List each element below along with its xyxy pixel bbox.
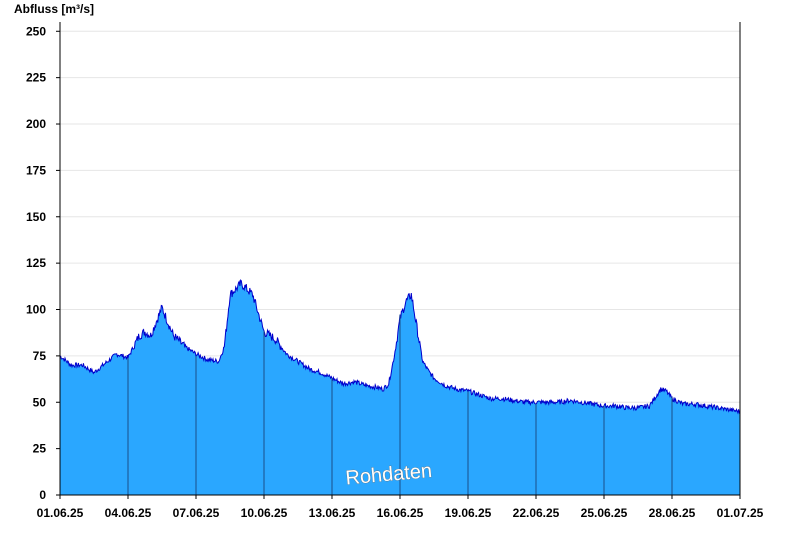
- y-tick-label: 250: [26, 24, 46, 38]
- y-axis-ticks: 0 25 50 75 100 125 150 175 200 225 250: [26, 24, 60, 502]
- x-tick-label: 01.07.25: [717, 506, 764, 520]
- y-tick-label: 225: [26, 71, 46, 85]
- x-tick-label: 19.06.25: [445, 506, 492, 520]
- x-tick-label: 16.06.25: [377, 506, 424, 520]
- x-tick-label: 25.06.25: [581, 506, 628, 520]
- x-tick-label: 01.06.25: [37, 506, 84, 520]
- x-tick-label: 13.06.25: [309, 506, 356, 520]
- x-tick-label: 04.06.25: [105, 506, 152, 520]
- discharge-line: [59, 279, 741, 415]
- x-axis-ticks: 01.06.25 04.06.25 07.06.25 10.06.25 13.06.25…: [37, 495, 764, 520]
- x-tick-label: 22.06.25: [513, 506, 560, 520]
- y-axis-title: Abfluss [m³/s]: [14, 2, 94, 16]
- y-tick-label: 50: [33, 395, 47, 409]
- y-tick-label: 125: [26, 256, 46, 270]
- y-tick-label: 150: [26, 210, 46, 224]
- x-tick-label: 28.06.25: [649, 506, 696, 520]
- y-tick-label: 75: [33, 349, 47, 363]
- x-tick-label: 07.06.25: [173, 506, 220, 520]
- y-tick-label: 100: [26, 303, 46, 317]
- y-tick-label: 200: [26, 117, 46, 131]
- y-tick-label: 0: [39, 488, 46, 502]
- y-tick-label: 25: [33, 442, 47, 456]
- x-tick-label: 10.06.25: [241, 506, 288, 520]
- y-tick-label: 175: [26, 163, 46, 177]
- day-marker-lines: [127, 314, 673, 495]
